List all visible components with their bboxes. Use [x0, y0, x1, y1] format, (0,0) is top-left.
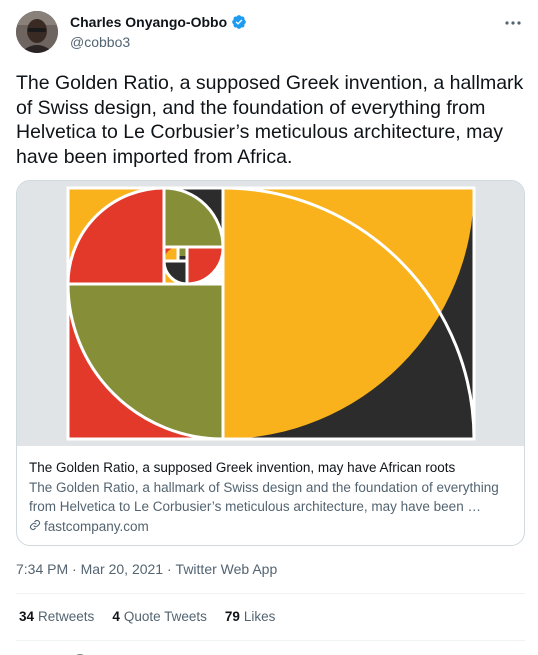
retweets-stat[interactable]: 34 Retweets	[19, 609, 94, 624]
tweet-date[interactable]: Mar 20, 2021	[80, 561, 164, 577]
retweets-count: 34	[19, 609, 35, 624]
quote-tweets-count: 4	[112, 609, 120, 624]
card-domain-text[interactable]: fastcompany.com	[44, 519, 149, 534]
likes-stat[interactable]: 79 Likes	[225, 609, 276, 624]
link-card[interactable]: The Golden Ratio, a supposed Greek inven…	[16, 180, 525, 546]
meta-separator: ·	[68, 561, 81, 577]
tweet-meta: 7:34 PM · Mar 20, 2021 · Twitter Web App	[16, 561, 277, 577]
more-options-icon[interactable]	[502, 12, 524, 34]
tweet-stats: 34 Retweets 4 Quote Tweets 79 Likes	[19, 609, 293, 624]
tweet-time[interactable]: 7:34 PM	[16, 561, 69, 577]
likes-label: Likes	[243, 609, 276, 624]
author-display-name[interactable]: Charles Onyango-Obbo	[70, 14, 228, 30]
author-handle[interactable]: @cobbo3	[70, 34, 131, 50]
tweet-text: The Golden Ratio, a supposed Greek inven…	[16, 72, 524, 168]
retweets-label: Retweets	[38, 609, 95, 624]
quote-tweets-stat[interactable]: 4 Quote Tweets	[112, 609, 207, 624]
golden-ratio-illustration	[17, 181, 524, 446]
divider	[16, 640, 525, 641]
likes-count: 79	[224, 609, 240, 624]
author-name-row[interactable]: Charles Onyango-Obbo	[70, 14, 247, 30]
card-domain[interactable]: fastcompany.com	[29, 517, 509, 536]
card-title[interactable]: The Golden Ratio, a supposed Greek inven…	[29, 460, 456, 475]
link-icon	[29, 517, 41, 536]
tweet-source[interactable]: Twitter Web App	[175, 561, 278, 577]
verified-badge-icon	[231, 14, 247, 30]
action-bar	[0, 648, 538, 655]
card-image[interactable]	[17, 181, 524, 446]
avatar[interactable]	[16, 11, 58, 53]
card-description: The Golden Ratio, a hallmark of Swiss de…	[29, 480, 499, 514]
card-info[interactable]: The Golden Ratio, a supposed Greek inven…	[29, 459, 509, 536]
quote-tweets-label: Quote Tweets	[123, 609, 207, 624]
divider	[16, 593, 525, 594]
avatar-photo	[16, 11, 58, 53]
meta-separator-2: ·	[163, 561, 176, 577]
